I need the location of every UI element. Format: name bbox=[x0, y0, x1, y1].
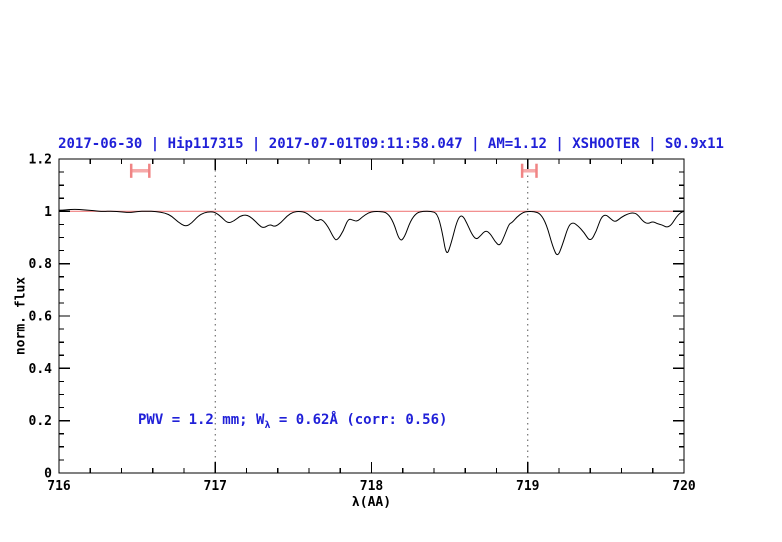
x-tick-label: 718 bbox=[360, 479, 384, 494]
x-tick-label: 717 bbox=[204, 479, 227, 494]
y-tick-label: 0.2 bbox=[29, 414, 52, 429]
x-tick-label: 720 bbox=[672, 479, 696, 494]
x-axis-label: λ(AA) bbox=[351, 495, 392, 510]
y-axis-label: norm. flux bbox=[13, 276, 29, 356]
x-tick-label: 719 bbox=[516, 479, 539, 494]
spectrum-line bbox=[58, 208, 685, 256]
pwv-annotation-suffix: = 0.62Å (corr: 0.56) bbox=[270, 412, 448, 428]
y-tick-label: 0.8 bbox=[29, 257, 53, 272]
x-tick-label: 716 bbox=[47, 479, 71, 494]
y-tick-label: 1 bbox=[44, 205, 52, 220]
pwv-annotation-prefix: PWV = 1.2 mm; W bbox=[138, 412, 265, 428]
y-tick-label: 0.4 bbox=[29, 362, 53, 377]
y-tick-label: 1.2 bbox=[29, 153, 52, 168]
pwv-annotation: PWV = 1.2 mm; Wλ = 0.62Å (corr: 0.56) bbox=[138, 412, 447, 431]
pwv-annotation-subscript: λ bbox=[264, 419, 271, 431]
plot-title: 2017-06-30 | Hip117315 | 2017-07-01T09:1… bbox=[58, 136, 724, 152]
y-tick-label: 0 bbox=[44, 467, 52, 482]
y-tick-label: 0.6 bbox=[29, 310, 53, 325]
